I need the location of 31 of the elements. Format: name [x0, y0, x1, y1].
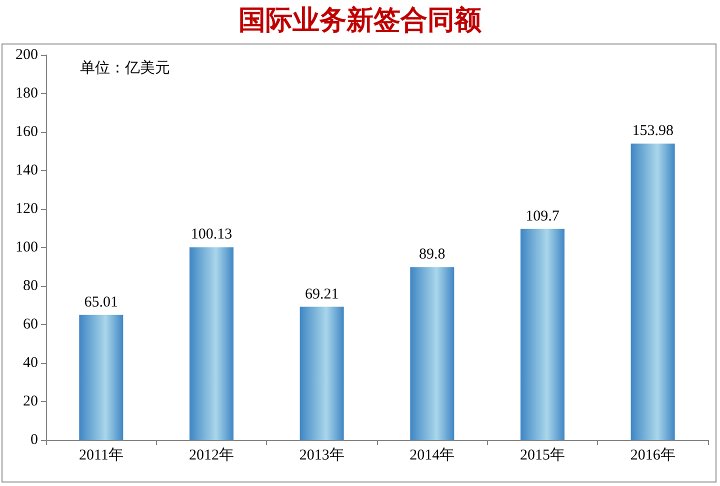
y-tick-label: 100	[16, 240, 38, 256]
x-tick-label: 2012年	[189, 446, 234, 464]
y-tick-label: 160	[16, 124, 38, 140]
y-tick-label: 180	[16, 86, 38, 102]
bar	[410, 267, 454, 440]
bar	[300, 306, 344, 440]
x-tick-label: 2013年	[299, 446, 344, 464]
x-tick-label: 2016年	[630, 446, 676, 464]
data-label: 65.01	[84, 294, 118, 310]
y-tick-label: 0	[30, 432, 38, 448]
data-label: 109.7	[526, 208, 560, 224]
y-tick-label: 80	[23, 278, 38, 294]
bar	[190, 247, 234, 440]
y-tick-label: 200	[16, 47, 38, 63]
data-label: 153.98	[632, 123, 674, 140]
bar	[630, 144, 675, 440]
bar	[520, 228, 564, 440]
data-label: 100.13	[190, 226, 232, 243]
y-tick-label: 140	[16, 162, 38, 178]
y-tick-label: 60	[23, 316, 38, 332]
x-tick-label: 2011年	[78, 446, 124, 464]
y-tick-label: 120	[16, 201, 38, 217]
x-tick-label: 2014年	[410, 446, 455, 464]
bar	[79, 314, 124, 440]
annotation: 单位：亿美元	[80, 58, 170, 76]
data-label: 69.21	[304, 286, 339, 302]
data-label: 89.8	[419, 246, 446, 263]
y-tick-label: 20	[23, 394, 38, 410]
x-tick-label: 2015年	[520, 446, 565, 464]
chart-title: 国际业务新签合同额	[238, 5, 482, 36]
y-tick-label: 40	[23, 355, 38, 371]
